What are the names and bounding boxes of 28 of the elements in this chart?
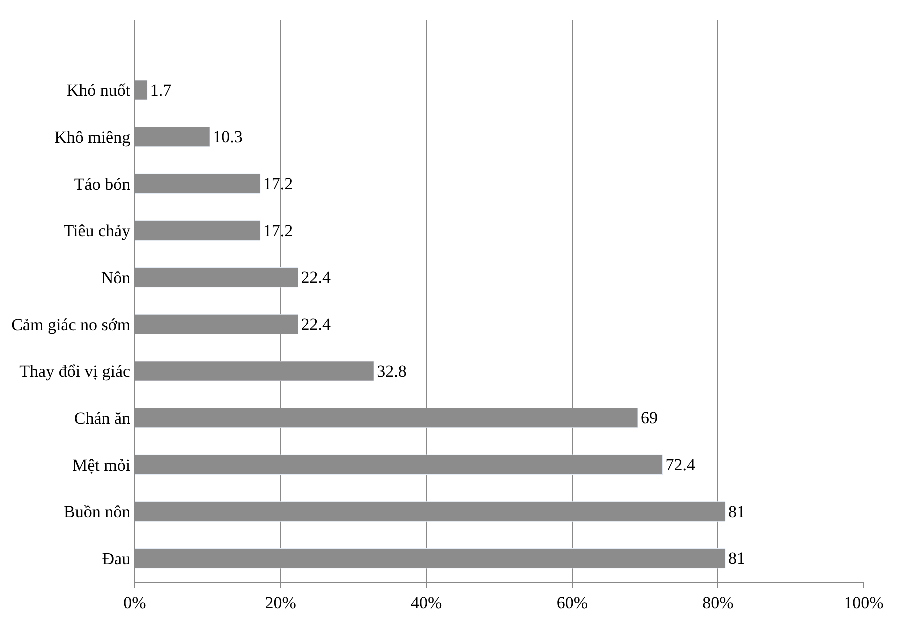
data-label: 32.8	[377, 362, 407, 381]
data-label: 10.3	[213, 128, 243, 147]
x-tick-label: 60%	[556, 593, 588, 612]
y-tick-label: Buồn nôn	[64, 502, 132, 522]
data-label: 1.7	[150, 80, 172, 100]
y-tick-label: Thay đổi vị giác	[20, 362, 132, 382]
x-tick-label: 100%	[844, 593, 884, 612]
y-tick-label: Khó nuốt	[66, 81, 131, 100]
data-label: 81	[728, 549, 746, 568]
data-label: 17.2	[263, 174, 294, 194]
y-tick-label: Tiêu chảy	[64, 222, 132, 241]
y-tick-label: Đau	[102, 550, 132, 569]
x-tick-label: 80%	[702, 593, 734, 612]
y-tick-label: Khô miêng	[54, 128, 132, 148]
y-tick-label: Cảm giác no sớm	[12, 315, 131, 334]
y-tick-label: Chán ăn	[74, 409, 132, 428]
x-tick-label: 20%	[265, 593, 296, 612]
data-label: 81	[728, 502, 746, 522]
data-label: 22.4	[301, 268, 332, 288]
y-tick-label: Nôn	[101, 268, 132, 288]
y-tick-label: Mệt mỏi	[72, 456, 131, 475]
data-label: 69	[641, 408, 658, 428]
x-tick-label: 0%	[124, 593, 146, 612]
x-tick-label: 40%	[411, 593, 442, 612]
y-tick-label: Táo bón	[74, 174, 132, 194]
data-label: 72.4	[666, 455, 696, 474]
data-label: 22.4	[301, 314, 332, 334]
data-label: 17.2	[263, 221, 294, 240]
